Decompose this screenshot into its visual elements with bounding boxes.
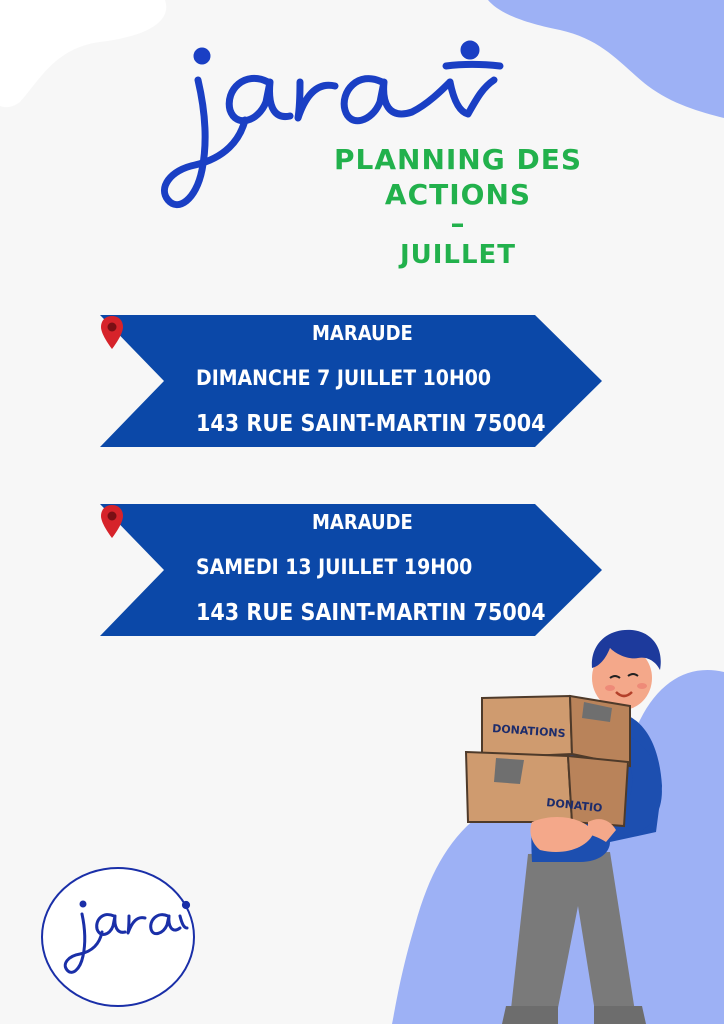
top-left-blob bbox=[0, 0, 167, 108]
location-pin-icon bbox=[101, 316, 123, 349]
donation-boxes bbox=[464, 694, 631, 828]
arrow-banner-shape bbox=[100, 315, 602, 447]
event-card-1: MARAUDE DIMANCHE 7 JUILLET 10H00 143 RUE… bbox=[100, 315, 602, 447]
person-face bbox=[592, 646, 652, 710]
event-type: MARAUDE bbox=[312, 321, 413, 345]
jara-badge-logo bbox=[41, 867, 195, 1007]
title-line-month: JUILLET bbox=[399, 240, 517, 270]
box-label-bottom: DONATIO bbox=[546, 796, 603, 815]
brand-logo bbox=[150, 30, 530, 230]
box-label-top: DONATIONS bbox=[492, 722, 566, 740]
event-address: 143 RUE SAINT-MARTIN 75004 bbox=[196, 600, 546, 626]
event-datetime: SAMEDI 13 JUILLET 19H00 bbox=[196, 555, 473, 579]
volunteer-with-boxes-illustration: DONATIONS DONATIO bbox=[464, 629, 662, 1024]
title-separator: – bbox=[450, 207, 466, 240]
arrow-banner-shape bbox=[100, 504, 602, 636]
event-address: 143 RUE SAINT-MARTIN 75004 bbox=[196, 411, 546, 437]
title-line-planning: PLANNING DES ACTIONS bbox=[333, 143, 583, 211]
page-title: PLANNING DES ACTIONS – JUILLET bbox=[268, 142, 648, 272]
jara-logo-wordmark bbox=[161, 40, 504, 209]
person-legs bbox=[510, 852, 636, 1018]
event-datetime: DIMANCHE 7 JUILLET 10H00 bbox=[196, 366, 492, 390]
top-right-blob bbox=[488, 0, 724, 118]
event-type: MARAUDE bbox=[312, 510, 413, 534]
person-hand bbox=[530, 817, 594, 852]
person-hair bbox=[591, 629, 661, 670]
location-pin-icon bbox=[101, 505, 123, 538]
event-card-2: MARAUDE SAMEDI 13 JUILLET 19H00 143 RUE … bbox=[100, 504, 602, 636]
